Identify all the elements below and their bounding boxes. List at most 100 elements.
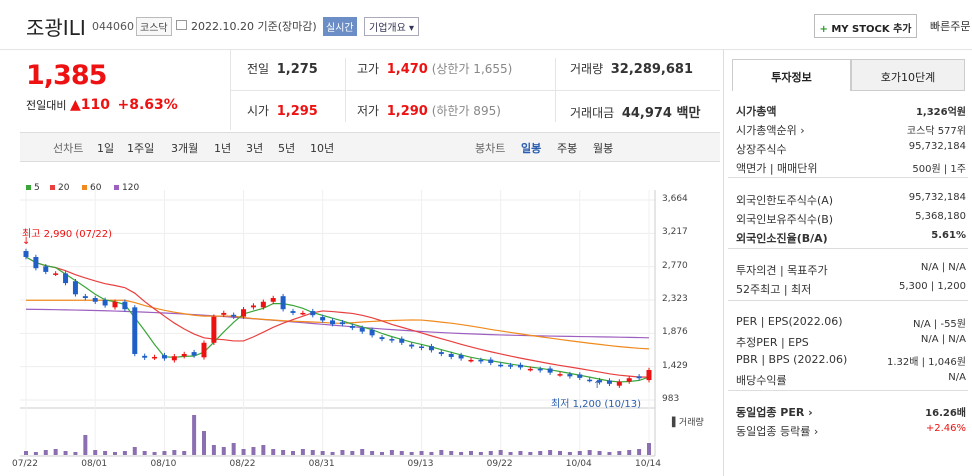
y-tick-label: 2,323 <box>662 294 688 304</box>
info-label: 동일업종 등락률 › <box>736 425 819 438</box>
candle-chart-toggle[interactable]: 봉차트 <box>475 142 506 155</box>
volume-bar <box>231 443 236 455</box>
info-row: PER | EPS(2022.06) N/A | -55원 <box>736 315 966 330</box>
info-row: 상장주식수 95,732,184 <box>736 141 966 157</box>
volume-bar <box>498 450 503 455</box>
info-value: 5,300 | 1,200 <box>899 281 966 292</box>
candle-body <box>280 296 286 310</box>
volume-bar <box>399 451 404 455</box>
info-value: 1,326억원 <box>915 107 966 118</box>
volume-bar <box>172 450 177 455</box>
candle-body <box>63 273 69 284</box>
volume: 거래량 32,289,681 <box>570 62 694 77</box>
period-1d[interactable]: 1일 <box>97 142 115 155</box>
volume-bar <box>459 452 464 455</box>
period-10y[interactable]: 10년 <box>310 142 335 155</box>
candle-body <box>161 355 167 359</box>
volume-bar <box>320 451 325 455</box>
candle-body <box>468 359 474 362</box>
y-tick-label: 1,429 <box>662 360 688 371</box>
period-1y[interactable]: 1년 <box>214 142 232 155</box>
realtime-button[interactable]: 실시간 <box>323 17 357 36</box>
info-label: 액면가 | 매매단위 <box>736 162 818 175</box>
tab-order-book[interactable]: 호가10단계 <box>851 59 965 91</box>
volume-bar <box>419 451 424 455</box>
legend-ma120: 120 <box>114 183 139 193</box>
open-price: 시가 1,295 <box>247 104 318 119</box>
volume-bar <box>488 451 493 455</box>
legend-ma5: 5 <box>26 183 40 193</box>
price-change: 전일대비 ▲110 +8.63% <box>26 97 178 113</box>
info-value: +2.46% <box>925 423 966 434</box>
period-5y[interactable]: 5년 <box>278 142 296 155</box>
candle-body <box>498 364 504 367</box>
info-row: 시가총액 1,326억원 <box>736 103 966 119</box>
stock-header: 조광ILI 044060 코스닥 2022.10.20 기준(장마감) 실시간 … <box>0 0 972 50</box>
volume-bar <box>360 449 365 455</box>
info-label: 시가총액순위 › <box>736 124 805 137</box>
stock-name: 조광ILI <box>26 16 86 40</box>
x-tick-label: 10/14 <box>635 459 661 469</box>
candle-body <box>646 370 652 381</box>
candle-body <box>557 374 563 376</box>
volume-bar <box>350 451 355 455</box>
info-label: PER | EPS(2022.06) <box>736 315 843 328</box>
y-tick-label: 3,664 <box>662 194 688 204</box>
candle-body <box>330 320 336 325</box>
candle-body <box>508 365 514 367</box>
candle-monthly[interactable]: 월봉 <box>593 142 614 155</box>
candle-body <box>438 352 444 354</box>
quick-order-link[interactable]: 빠른주문 <box>930 20 971 33</box>
divider <box>230 90 720 91</box>
volume-bar <box>63 451 68 455</box>
period-3m[interactable]: 3개월 <box>171 142 199 155</box>
prev-close: 전일 1,275 <box>247 62 318 77</box>
candle-body <box>339 322 345 325</box>
add-my-stock-button[interactable]: + MY STOCK 추가 <box>814 14 917 38</box>
candle-body <box>112 301 118 308</box>
candle-body <box>43 266 49 272</box>
current-price: 1,385 <box>26 60 107 91</box>
volume-bar <box>162 451 167 455</box>
candle-body <box>616 381 622 386</box>
candle-body <box>231 314 237 317</box>
candle-body <box>359 327 365 332</box>
line-chart-toggle[interactable]: 선차트 <box>53 142 84 155</box>
info-value: N/A | N/A <box>920 334 966 345</box>
candles <box>23 248 652 388</box>
chart-grid <box>20 190 656 457</box>
period-3y[interactable]: 3년 <box>246 142 264 155</box>
ma60-line <box>26 299 650 350</box>
volume-bar <box>93 450 98 455</box>
low-annotation: 최저 1,200 (10/13) <box>551 399 642 410</box>
volume-bar <box>370 451 375 455</box>
volume-bar <box>330 452 335 455</box>
candle-body <box>53 273 59 275</box>
volume-bar <box>478 452 483 455</box>
candle-body <box>537 368 543 371</box>
day-high: 고가 1,470 (상한가 1,655) <box>357 62 513 77</box>
info-value: 16.26배 <box>925 408 966 419</box>
volume-bar <box>251 447 256 455</box>
period-1w[interactable]: 1주일 <box>127 142 155 155</box>
volume-bar <box>192 415 197 455</box>
tab-invest-info[interactable]: 투자정보 <box>732 59 851 91</box>
volume-bar <box>83 435 88 455</box>
company-overview-dropdown[interactable]: 기업개요 ▾ <box>364 17 419 36</box>
x-tick-label: 08/22 <box>229 459 256 469</box>
candle-weekly[interactable]: 주봉 <box>557 142 578 155</box>
volume-bar <box>518 451 523 455</box>
volume-bar <box>340 450 345 455</box>
candle-daily[interactable]: 일봉 <box>521 142 542 155</box>
stock-chart[interactable] <box>0 160 720 476</box>
trade-amount: 거래대금 44,974 백만 <box>570 106 701 121</box>
volume-bar <box>647 443 651 455</box>
volume-bar <box>122 451 127 455</box>
candle-body <box>587 379 593 382</box>
info-row: 외국인소진율(B/A) 5.61% <box>736 230 966 246</box>
candle-body <box>448 353 454 357</box>
divider <box>728 248 968 249</box>
ma-line <box>25 256 650 383</box>
info-row: 외국인한도주식수(A) 95,732,184 <box>736 192 966 208</box>
high-annotation: 최고 2,990 (07/22) <box>22 229 113 240</box>
